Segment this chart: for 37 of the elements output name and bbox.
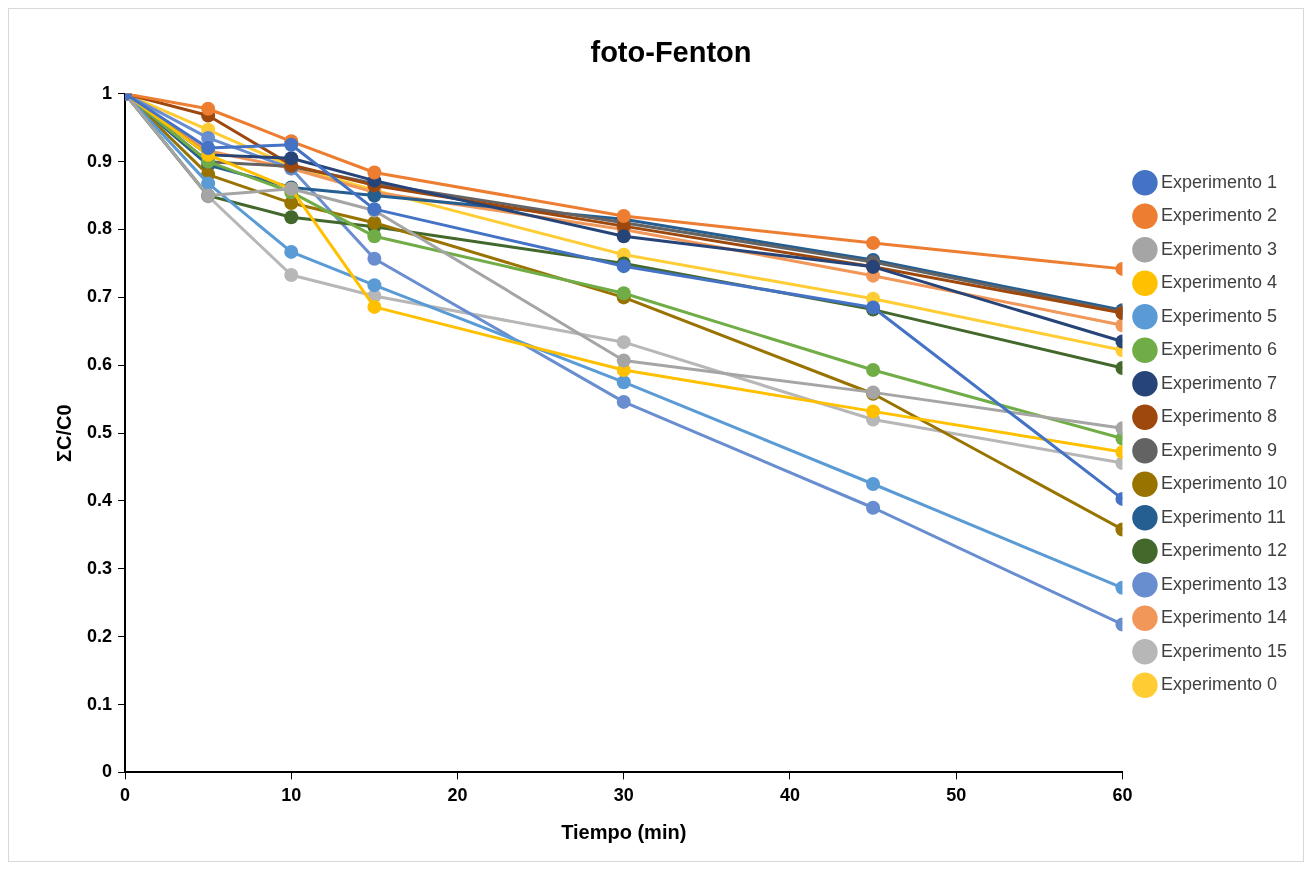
legend-label: Experimento 14 <box>1160 607 1288 628</box>
chart-title: foto-Fenton <box>590 36 752 69</box>
legend-label: Experimento 3 <box>1160 238 1277 259</box>
y-tick-label: 0 <box>102 761 113 782</box>
legend-label: Experimento 11 <box>1160 506 1286 527</box>
x-tick-label: 50 <box>946 785 967 806</box>
x-tick-label: 30 <box>613 785 634 806</box>
legend-label: Experimento 4 <box>1160 272 1277 293</box>
x-tick-label: 40 <box>779 785 800 806</box>
y-tick-label: 0.7 <box>86 286 113 307</box>
legend-label: Experimento 15 <box>1160 640 1288 661</box>
y-tick-label: 0.6 <box>86 354 113 375</box>
legend-label: Experimento 12 <box>1160 540 1288 561</box>
y-tick-label: 0.5 <box>86 422 113 443</box>
legend-label: Experimento 1 <box>1160 171 1277 192</box>
y-axis-title: ΣC/C0 <box>52 404 75 462</box>
y-tick-label: 0.8 <box>86 218 113 239</box>
legend-label: Experimento 10 <box>1160 473 1288 494</box>
legend-label: Experimento 2 <box>1160 205 1277 226</box>
legend-label: Experimento 8 <box>1160 406 1277 427</box>
legend-label: Experimento 0 <box>1160 674 1277 695</box>
y-tick-label: 0.1 <box>86 693 113 714</box>
legend-label: Experimento 13 <box>1160 573 1288 594</box>
y-tick-label: 0.3 <box>86 557 113 578</box>
legend-label: Experimento 9 <box>1160 439 1277 460</box>
y-tick-label: 0.9 <box>86 150 113 171</box>
legend-label: Experimento 5 <box>1160 305 1277 326</box>
legend-label: Experimento 6 <box>1160 339 1277 360</box>
y-tick-label: 1 <box>102 82 113 103</box>
y-tick-label: 0.2 <box>86 625 113 646</box>
x-tick-label: 10 <box>281 785 302 806</box>
x-axis-title: Tiempo (min) <box>561 820 687 843</box>
legend-label: Experimento 7 <box>1160 372 1277 393</box>
x-tick-label: 60 <box>1112 785 1133 806</box>
x-tick-label: 20 <box>447 785 468 806</box>
y-tick-label: 0.4 <box>86 489 113 510</box>
x-tick-label: 0 <box>120 785 131 806</box>
